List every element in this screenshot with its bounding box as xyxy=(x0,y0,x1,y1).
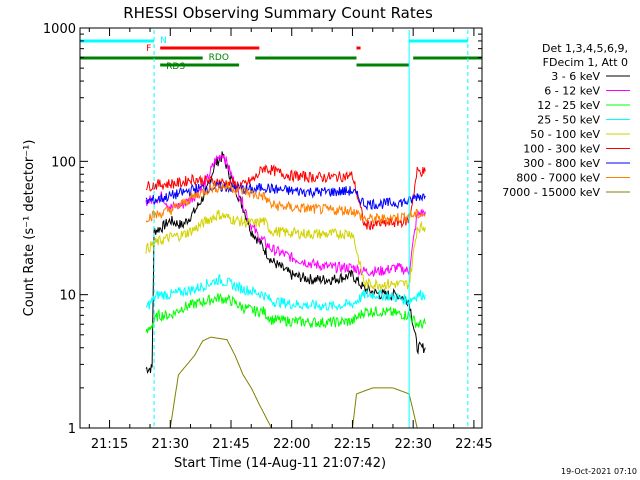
series-layer xyxy=(145,151,426,429)
x-tick-label-2: 21:45 xyxy=(212,437,249,452)
x-tick-label-6: 22:45 xyxy=(455,437,492,452)
series-line-0 xyxy=(145,151,426,374)
legend-entry-label-7: 800 - 7000 keV xyxy=(516,172,600,185)
series-line-8 xyxy=(146,336,418,429)
flag-label-rds: RDS xyxy=(166,62,185,72)
legend-entry-label-4: 50 - 100 keV xyxy=(530,128,600,141)
x-axis-label: Start Time (14-Aug-11 21:07:42) xyxy=(174,456,386,471)
series-line-1 xyxy=(145,154,426,277)
series-line-2 xyxy=(145,292,426,334)
series-line-6 xyxy=(145,181,426,211)
series-line-4 xyxy=(145,209,426,292)
axis-ticks: 1 10 100 1000 21:15 21:30 21:45 22:00 22:15 22:30… xyxy=(43,22,493,452)
legend: Det 1,3,4,5,6,9,FDecim 1, Att 03 - 6 keV… xyxy=(502,42,630,199)
series-line-3 xyxy=(145,273,426,312)
legend-entry-label-0: 3 - 6 keV xyxy=(551,70,600,83)
x-tick-label-4: 22:15 xyxy=(334,437,371,452)
flag-label-rdo: RDO xyxy=(209,53,229,63)
legend-entry-label-5: 100 - 300 keV xyxy=(523,143,600,156)
x-tick-label-1: 21:30 xyxy=(152,437,189,452)
y-tick-label-3: 1000 xyxy=(43,22,76,37)
legend-entry-label-8: 7000 - 15000 keV xyxy=(502,186,600,199)
legend-header-0: Det 1,3,4,5,6,9, xyxy=(542,42,628,55)
y-tick-label-2: 100 xyxy=(51,155,76,170)
observing-flags: NF RDO RDS xyxy=(80,36,482,72)
series-line-5 xyxy=(145,164,426,231)
y-tick-label-0: 1 xyxy=(68,422,76,437)
x-tick-label-5: 22:30 xyxy=(394,437,431,452)
legend-entry-label-3: 25 - 50 keV xyxy=(537,114,600,127)
chart-title: RHESSI Observing Summary Count Rates xyxy=(123,4,433,22)
x-tick-label-0: 21:15 xyxy=(91,437,128,452)
flag-label-night: N xyxy=(160,36,167,46)
y-axis-label: Count Rate (s⁻¹ detector⁻¹) xyxy=(22,140,37,317)
plot-frame xyxy=(79,27,483,429)
timestamp: 19-Oct-2021 07:10 xyxy=(561,467,637,476)
legend-header-1: FDecim 1, Att 0 xyxy=(543,56,628,69)
legend-entry-label-2: 12 - 25 keV xyxy=(537,99,600,112)
legend-entry-label-1: 6 - 12 keV xyxy=(544,85,600,98)
legend-entry-label-6: 300 - 800 keV xyxy=(523,157,600,170)
series-line-7 xyxy=(145,181,426,225)
x-tick-label-3: 22:00 xyxy=(273,437,310,452)
flag-label-flare: F xyxy=(146,44,151,54)
vertical-markers xyxy=(79,30,469,428)
y-tick-label-1: 10 xyxy=(59,289,76,304)
